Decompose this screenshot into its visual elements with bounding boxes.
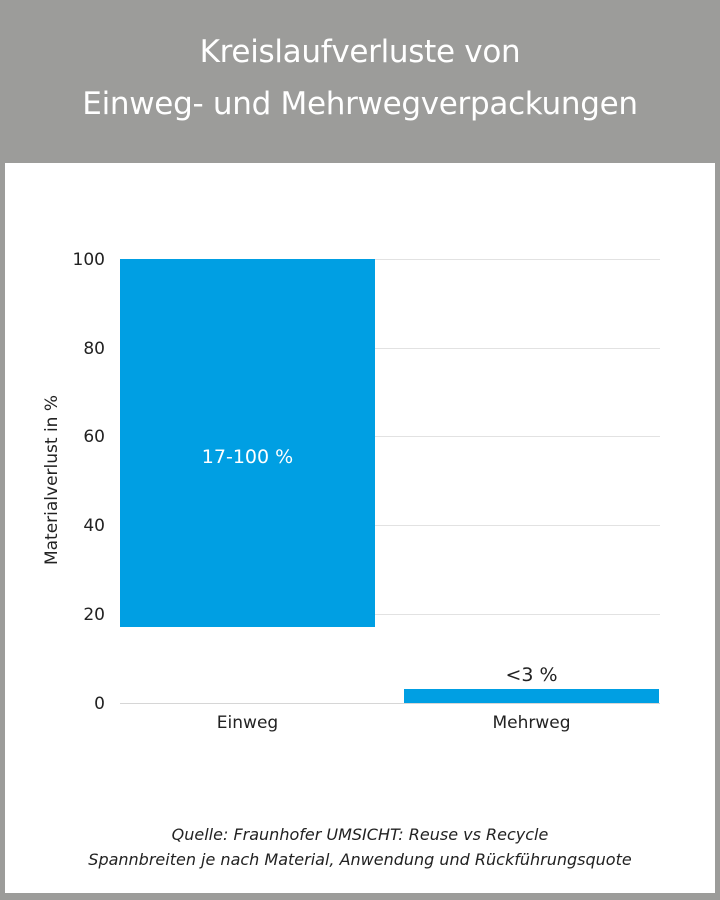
chart-title-line-1: Kreislaufverluste von	[199, 34, 521, 70]
chart-title-line-2: Einweg- und Mehrwegverpackungen	[82, 86, 638, 122]
range-note: Spannbreiten je nach Material, Anwendung…	[88, 850, 632, 869]
chart-panel	[5, 163, 715, 893]
source-citation: Quelle: Fraunhofer UMSICHT: Reuse vs Rec…	[171, 825, 549, 844]
chart-title: Kreislaufverluste von Einweg- und Mehrwe…	[0, 26, 720, 130]
source-note: Quelle: Fraunhofer UMSICHT: Reuse vs Rec…	[0, 822, 720, 872]
